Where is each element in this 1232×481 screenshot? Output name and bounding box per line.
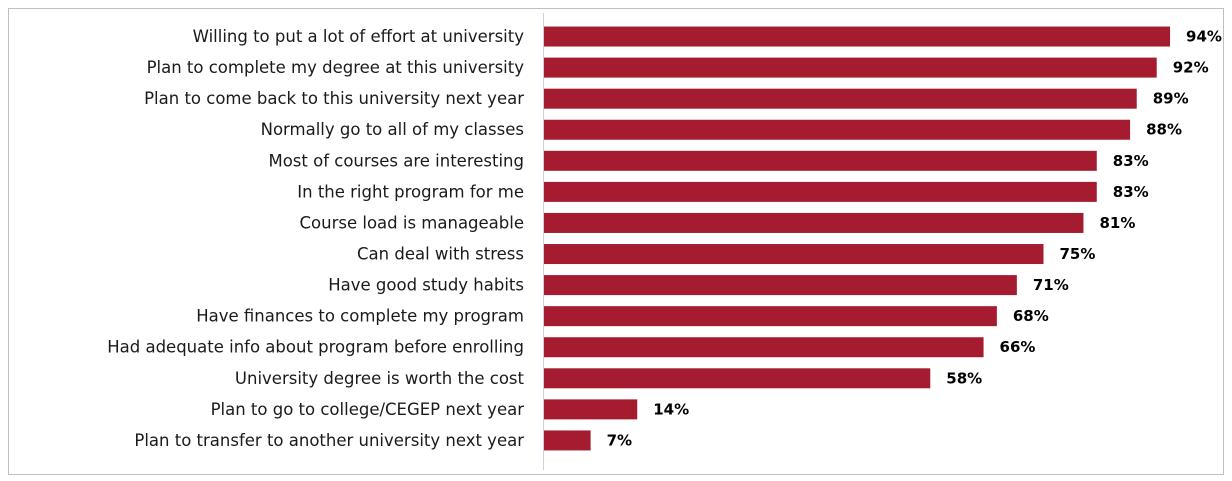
bar <box>544 119 1131 140</box>
category-label: University degree is worth the cost <box>235 369 525 388</box>
bar <box>544 26 1171 47</box>
category-label: In the right program for me <box>297 182 524 201</box>
bar <box>544 88 1137 109</box>
data-label: 68% <box>1013 307 1049 325</box>
bar <box>544 150 1097 171</box>
bar <box>544 306 997 327</box>
bar <box>544 430 591 451</box>
category-label: Normally go to all of my classes <box>261 120 524 139</box>
category-label: Plan to come back to this university nex… <box>144 89 524 108</box>
data-label: 14% <box>653 400 689 418</box>
category-label: Most of courses are interesting <box>268 151 524 170</box>
bar <box>544 368 931 389</box>
category-label: Plan to complete my degree at this unive… <box>147 58 525 77</box>
category-label: Can deal with stress <box>357 245 524 264</box>
bar <box>544 181 1097 202</box>
category-label: Have good study habits <box>328 276 524 295</box>
category-label: Had adequate info about program before e… <box>107 338 524 357</box>
bar <box>544 244 1044 265</box>
data-label: 94% <box>1186 28 1222 46</box>
bar <box>544 399 638 420</box>
category-label: Have finances to complete my program <box>196 307 524 326</box>
bar <box>544 337 984 358</box>
data-label: 66% <box>1000 338 1036 356</box>
data-label: 83% <box>1113 183 1149 201</box>
data-label: 71% <box>1033 276 1069 294</box>
data-label: 88% <box>1146 121 1182 139</box>
bars <box>544 26 1171 451</box>
bar <box>544 57 1157 78</box>
category-label: Course load is manageable <box>300 213 524 232</box>
data-label: 58% <box>946 369 982 387</box>
bar-chart: Willing to put a lot of effort at univer… <box>107 13 1222 470</box>
data-label: 7% <box>607 431 632 449</box>
category-label: Plan to transfer to another university n… <box>134 431 524 450</box>
category-label: Willing to put a lot of effort at univer… <box>193 27 525 46</box>
chart-frame: Willing to put a lot of effort at univer… <box>8 8 1224 475</box>
bar <box>544 275 1017 296</box>
data-label: 83% <box>1113 152 1149 170</box>
data-label: 92% <box>1173 59 1209 77</box>
value-labels: 94% 92% 89% 88% 83% 83% 81%75% 71% 68% 66% 58% 14% 7… <box>607 28 1222 450</box>
category-label: Plan to go to college/CEGEP next year <box>211 400 525 419</box>
data-label: 75% <box>1060 245 1096 263</box>
category-labels: Willing to put a lot of effort at univer… <box>107 27 524 450</box>
data-label: 89% <box>1153 90 1189 108</box>
data-label: 81% <box>1099 214 1135 232</box>
bar <box>544 212 1084 233</box>
